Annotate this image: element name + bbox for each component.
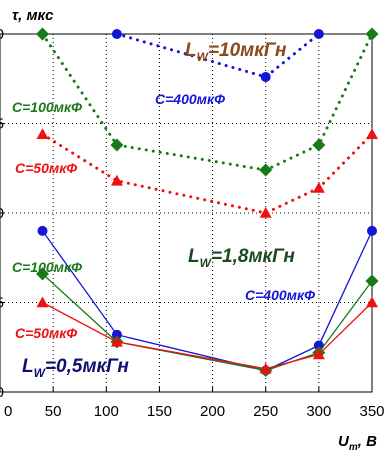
series-layer <box>36 27 379 378</box>
data-point-triangle <box>366 128 378 140</box>
series-Lw05-c50 <box>36 296 378 374</box>
y-tick-label: 0 <box>0 205 4 222</box>
annotation-c100-bottom: C=100мкФ <box>12 259 82 275</box>
data-point-diamond <box>312 138 326 152</box>
data-point-triangle <box>36 296 49 308</box>
data-point-diamond <box>36 27 50 41</box>
annotation-c50-bottom: C=50мкФ <box>15 325 77 341</box>
data-point-triangle <box>259 207 272 218</box>
data-point-diamond <box>110 138 124 152</box>
x-tick-label: 50 <box>45 403 62 420</box>
y-tick-label: 0 <box>0 26 4 43</box>
data-point-circle <box>260 71 271 82</box>
annotation-c50-top: C=50мкФ <box>15 160 77 176</box>
x-tick-label: 250 <box>253 403 278 420</box>
annotation-c400-bottom: C=400мкФ <box>245 287 315 303</box>
x-tick-label: 300 <box>306 403 331 420</box>
y-tick-label: 0 <box>0 384 4 401</box>
x-tick-label: 0 <box>4 403 12 420</box>
data-point-diamond <box>365 27 379 41</box>
series-Lw10-c400 <box>111 29 324 82</box>
y-ticks: 0 5 0 5 0 <box>0 26 5 401</box>
data-point-circle <box>37 225 48 236</box>
x-tick-label: 100 <box>94 403 119 420</box>
data-point-diamond <box>36 267 50 281</box>
plot-frame <box>0 33 373 393</box>
y-tick-label: 5 <box>0 295 4 312</box>
annotation-lw-0-5: LW=0,5мкГн <box>22 356 129 380</box>
data-point-circle <box>313 340 324 351</box>
annotation-c400-top: C=400мкФ <box>155 91 225 107</box>
data-point-triangle <box>36 128 49 140</box>
series-Lw10-c100 <box>36 27 379 177</box>
x-tick-label: 200 <box>200 403 225 420</box>
data-point-triangle <box>259 362 272 374</box>
annotation-lw-1-8: LW=1,8мкГн <box>188 246 295 270</box>
data-point-circle <box>111 29 122 39</box>
data-point-circle <box>111 329 122 340</box>
data-point-diamond <box>365 274 379 288</box>
annotation-c100-top: C=100мкФ <box>12 99 82 115</box>
series-Lw10-c50 <box>36 128 378 218</box>
data-point-circle <box>367 225 377 236</box>
x-ticks: 0 50 100 150 200 250 300 350 <box>0 387 385 420</box>
data-point-triangle <box>110 335 123 347</box>
data-point-triangle <box>312 181 325 193</box>
x-tick-label: 350 <box>359 403 384 420</box>
data-point-triangle <box>366 296 378 308</box>
annotation-lw-10: LW=10мкГн <box>185 40 287 64</box>
data-point-circle <box>313 29 324 39</box>
y-axis-label: τ, мкс <box>12 7 54 24</box>
data-point-diamond <box>259 163 273 177</box>
x-axis-label: Um, В <box>338 433 377 450</box>
data-point-triangle <box>312 348 325 360</box>
x-tick-label: 150 <box>147 403 172 420</box>
y-tick-label: 5 <box>0 116 4 133</box>
data-point-triangle <box>110 174 123 186</box>
